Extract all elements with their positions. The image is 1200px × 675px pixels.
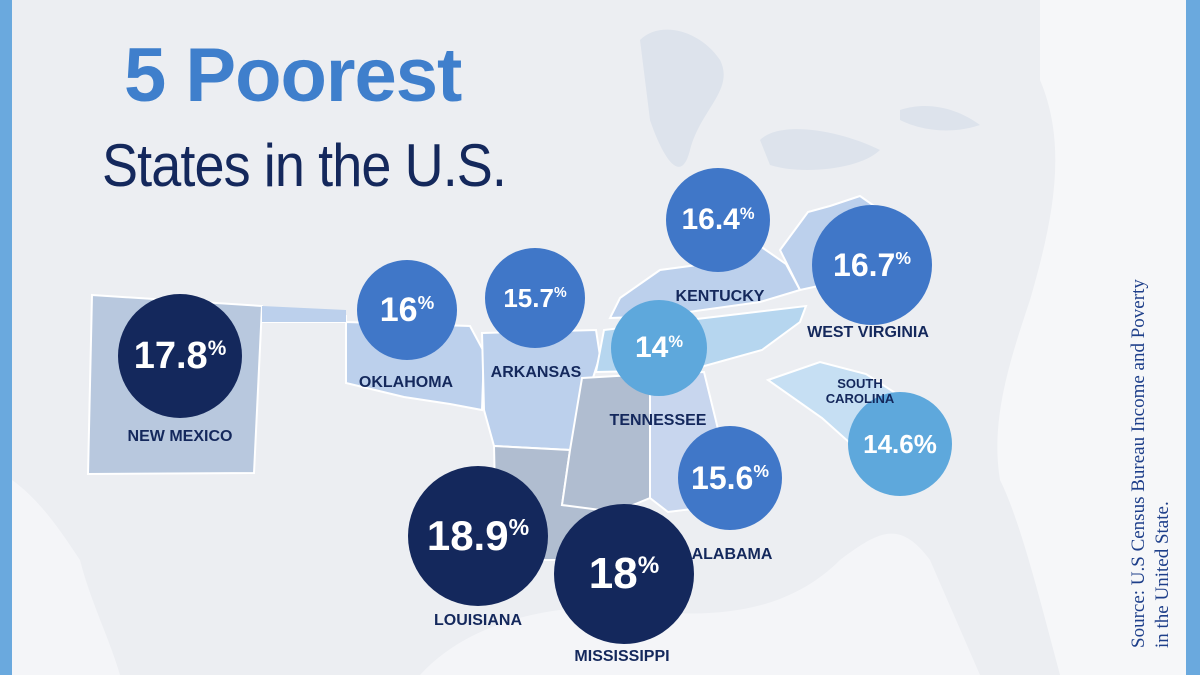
unit-alabama: % [753,461,769,482]
state-label-south-carolina-line-2: CAROLINA [825,391,895,406]
map-panel: 5 Poorest States in the U.S. 17.8% NEW ME… [12,0,1186,675]
pacific-coast [12,480,120,675]
unit-mississippi: % [637,551,660,579]
state-label-west-virginia: WEST VIRGINIA [807,324,929,341]
unit-kentucky: % [739,204,755,223]
land-mass [12,0,1186,675]
unit-west-virginia: % [895,248,911,269]
value-bubble-louisiana: 18.9% [408,466,548,606]
value-bubble-alabama: 15.6% [678,426,782,530]
unit-new-mexico: % [207,336,227,360]
state-label-mississippi: MISSISSIPPI [574,648,670,665]
state-label-south-carolina: SOUTH CAROLINA [826,376,895,406]
value-bubble-west-virginia: 16.7% [812,205,932,325]
atlantic-ocean [997,0,1186,675]
state-label-louisiana: LOUISIANA [434,612,522,629]
state-label-south-carolina-line-1: SOUTH [837,376,883,391]
value-alabama: 15.6 [691,460,754,496]
source-line-1: Source: U.S Census Bureau Income and Pov… [1128,279,1149,648]
great-lakes [640,29,980,170]
unit-louisiana: % [508,514,530,541]
source-note: Source: U.S Census Bureau Income and Pov… [1127,188,1175,648]
value-south-carolina: 14.6 [863,429,914,459]
value-bubble-kentucky: 16.4% [666,168,770,272]
value-mississippi: 18 [588,549,638,598]
state-label-arkansas: ARKANSAS [490,364,582,381]
value-louisiana: 18.9 [426,512,509,559]
value-bubble-new-mexico: 17.8% [118,294,242,418]
gulf-of-mexico [420,533,980,675]
value-bubble-south-carolina: 14.6% [848,392,952,496]
value-bubble-oklahoma: 16% [357,260,457,360]
value-tennessee: 14 [634,331,669,364]
state-label-tennessee: TENNESSEE [609,412,707,429]
value-bubble-mississippi: 18% [554,504,694,644]
state-label-alabama: ALABAMA [691,546,773,563]
value-new-mexico: 17.8 [133,335,208,377]
state-label-kentucky: KENTUCKY [675,288,765,305]
title-line-2: States in the U.S. [102,132,507,199]
state-label-new-mexico: NEW MEXICO [127,428,233,445]
panhandle-connector [262,306,346,322]
value-west-virginia: 16.7 [833,247,896,283]
unit-arkansas: % [553,285,567,301]
value-bubble-tennessee: 14% [611,300,707,396]
source-line-2: in the United State. [1152,501,1173,648]
title-line-1: 5 Poorest [124,33,462,118]
state-label-oklahoma: OKLAHOMA [358,374,454,391]
unit-south-carolina: % [913,428,937,459]
unit-oklahoma: % [417,292,435,314]
value-oklahoma: 16 [379,291,418,329]
unit-tennessee: % [668,332,684,351]
value-bubble-arkansas: 15.7% [485,248,585,348]
value-kentucky: 16.4 [681,203,740,236]
value-arkansas: 15.7 [503,283,554,313]
